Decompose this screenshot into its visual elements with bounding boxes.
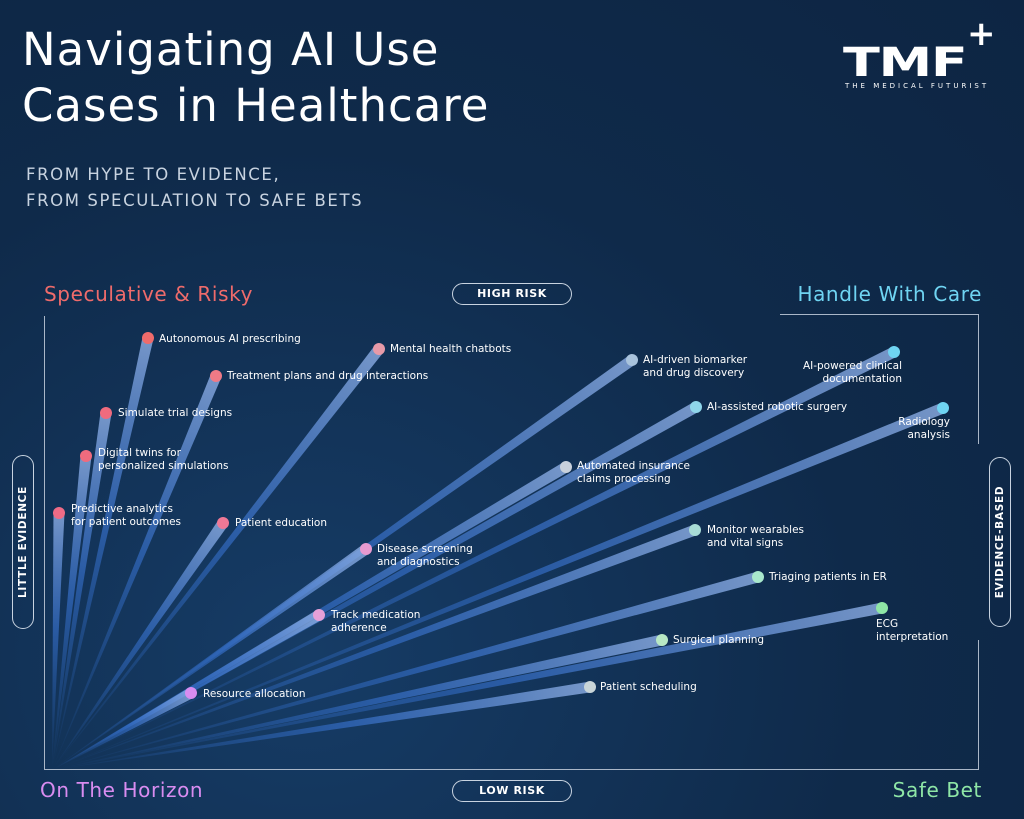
quadrant-label-horizon: On The Horizon xyxy=(40,778,204,802)
use-case-beam xyxy=(52,455,92,770)
left-axis-line xyxy=(44,316,45,770)
logo-tagline: THE MEDICAL FUTURIST xyxy=(845,82,990,90)
use-case-dot xyxy=(937,402,949,414)
use-case-beam xyxy=(52,634,664,770)
use-case-dot xyxy=(360,543,372,555)
top-right-guide-line xyxy=(780,314,979,315)
use-case-beam xyxy=(52,602,884,770)
use-case-label-insurance-claims: Automated insurance claims processing xyxy=(577,460,690,485)
use-case-dot xyxy=(217,517,229,529)
use-case-dot xyxy=(752,571,764,583)
use-case-dot xyxy=(313,609,325,621)
use-case-beam xyxy=(52,412,112,770)
bottom-axis-line xyxy=(44,769,979,770)
use-case-label-predictive-analytics: Predictive analytics for patient outcome… xyxy=(71,503,182,528)
use-case-dot xyxy=(210,370,222,382)
use-case-beam xyxy=(52,544,370,770)
use-case-label-triaging-er: Triaging patients in ER xyxy=(769,571,887,583)
use-case-dot xyxy=(53,507,65,519)
use-case-beam xyxy=(52,681,591,770)
right-guide-line-lower xyxy=(978,640,979,770)
use-case-dot xyxy=(690,401,702,413)
use-case-dot xyxy=(689,524,701,536)
use-case-label-clinical-documentation: AI-powered clinical documentation xyxy=(802,360,902,385)
right-guide-line-upper xyxy=(978,314,979,444)
use-case-dot xyxy=(100,407,112,419)
logo-mark: TMF xyxy=(843,40,968,86)
page-title: Navigating AI Use Cases in Healthcare xyxy=(22,23,490,132)
quadrant-label-handle-with-care: Handle With Care xyxy=(797,282,982,306)
axis-label-low-risk: LOW RISK xyxy=(452,780,572,802)
use-case-label-autonomous-ai-prescribing: Autonomous AI prescribing xyxy=(159,333,301,345)
use-case-label-resource-allocation: Resource allocation xyxy=(203,688,306,700)
use-case-dot xyxy=(876,602,888,614)
use-case-dot xyxy=(373,343,385,355)
use-case-label-mental-health-chatbots: Mental health chatbots xyxy=(390,343,512,355)
axis-label-little-evidence: LITTLE EVIDENCE xyxy=(12,455,34,629)
use-case-label-simulate-trial-designs: Simulate trial designs xyxy=(118,407,233,419)
use-case-label-patient-education: Patient education xyxy=(235,517,327,529)
use-case-label-ecg-interpretation: ECG interpretation xyxy=(876,618,949,643)
use-case-beam xyxy=(52,336,154,770)
use-case-beam xyxy=(52,524,697,770)
use-case-label-patient-scheduling: Patient scheduling xyxy=(600,681,697,693)
use-case-label-treatment-plans: Treatment plans and drug interactions xyxy=(227,370,429,382)
use-case-beam xyxy=(52,345,384,770)
page-subtitle: FROM HYPE TO EVIDENCE, FROM SPECULATION … xyxy=(26,165,364,210)
quadrant-label-speculative: Speculative & Risky xyxy=(44,282,254,306)
axis-label-evidence-based: EVIDENCE-BASED xyxy=(989,457,1011,627)
use-case-label-biomarker-discovery: AI-driven biomarker and drug discovery xyxy=(643,354,748,379)
use-case-dot xyxy=(626,354,638,366)
use-case-beam xyxy=(52,519,228,770)
use-case-beam xyxy=(52,688,194,770)
tmf-logo: TMF + THE MEDICAL FUTURIST xyxy=(843,14,996,98)
use-case-beam xyxy=(52,402,946,770)
use-case-beam xyxy=(52,373,222,770)
use-case-dot xyxy=(142,332,154,344)
use-case-beam xyxy=(52,347,897,770)
use-case-label-robotic-surgery: AI-assisted robotic surgery xyxy=(707,401,848,413)
use-case-beam xyxy=(52,512,65,770)
use-case-dot xyxy=(185,687,197,699)
plus-icon: + xyxy=(967,14,996,54)
use-case-beam xyxy=(52,571,760,770)
use-case-dot xyxy=(80,450,92,462)
use-case-label-disease-screening: Disease screening and diagnostics xyxy=(377,543,473,568)
use-case-dot xyxy=(584,681,596,693)
use-case-label-digital-twins: Digital twins for personalized simulatio… xyxy=(98,447,229,472)
axis-label-high-risk: HIGH RISK xyxy=(452,283,572,305)
use-case-label-surgical-planning: Surgical planning xyxy=(673,634,765,646)
use-case-label-medication-adherence: Track medication adherence xyxy=(331,609,421,634)
use-case-dot xyxy=(888,346,900,358)
use-case-dot xyxy=(560,461,572,473)
use-case-label-monitor-wearables: Monitor wearables and vital signs xyxy=(707,524,804,549)
use-case-label-radiology-analysis: Radiology analysis xyxy=(898,416,950,441)
quadrant-label-safe-bet: Safe Bet xyxy=(892,778,982,802)
use-case-dot xyxy=(656,634,668,646)
